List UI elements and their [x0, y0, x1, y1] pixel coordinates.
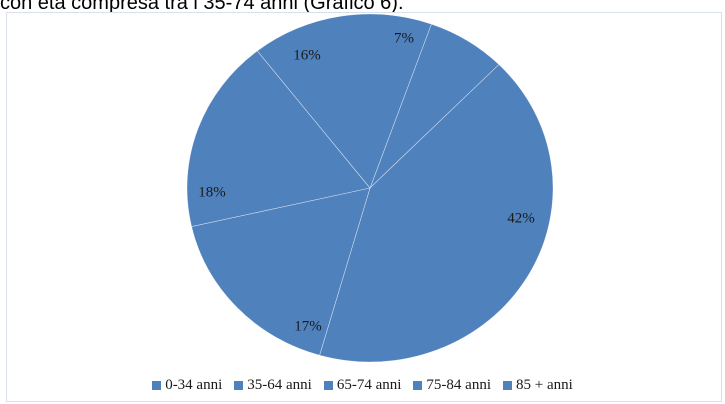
legend-swatch — [152, 380, 162, 390]
legend-item-85-anni: 85 + anni — [503, 377, 573, 394]
legend-label: 75-84 anni — [426, 376, 491, 393]
pie-slice-75-84-anni — [186, 50, 371, 227]
legend-label: 35-64 anni — [247, 376, 312, 393]
pie-slice-65-74-anni — [191, 187, 371, 356]
data-label-85-anni: 16% — [293, 47, 321, 63]
legend-swatch — [503, 380, 512, 390]
pie-slice-35-64-anni — [319, 64, 554, 363]
data-label-35-64-anni: 42% — [507, 210, 535, 226]
data-label-75-84-anni: 18% — [198, 184, 226, 200]
legend-swatch — [323, 380, 333, 390]
legend-item-75-84-anni: 75-84 anni — [413, 377, 491, 394]
legend-label: 65-74 anni — [336, 376, 402, 393]
legend-item-65-74-anni: 65-74 anni — [323, 376, 402, 394]
legend-label: 0-34 anni — [165, 376, 223, 393]
legend-item-0-34-anni: 0-34 anni — [152, 377, 222, 394]
legend-label: 85 + anni — [516, 376, 573, 393]
data-label-0-34-anni: 7% — [394, 30, 414, 46]
chart-legend: 0-34 anni 35-64 anni 65-74 anni 75-84 anni 8… — [0, 374, 725, 396]
legend-swatch — [413, 380, 423, 390]
legend-item-35-64-anni: 35-64 anni — [234, 377, 312, 394]
document-caption-text: con età compresa tra i 35-74 anni (Grafi… — [0, 0, 404, 14]
legend-swatch — [234, 380, 244, 390]
pie-slice-85-anni — [256, 13, 432, 189]
data-label-65-74-anni: 17% — [294, 318, 322, 334]
